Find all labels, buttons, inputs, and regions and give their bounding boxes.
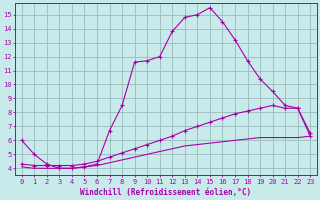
X-axis label: Windchill (Refroidissement éolien,°C): Windchill (Refroidissement éolien,°C): [80, 188, 252, 197]
